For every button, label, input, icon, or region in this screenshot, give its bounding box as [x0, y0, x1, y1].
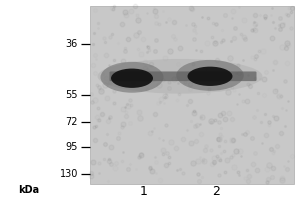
Text: 36: 36 — [66, 39, 78, 49]
Text: 55: 55 — [65, 90, 78, 100]
Text: 1: 1 — [140, 185, 148, 198]
Text: 95: 95 — [66, 142, 78, 152]
Ellipse shape — [188, 67, 232, 86]
Ellipse shape — [176, 60, 244, 91]
FancyBboxPatch shape — [110, 71, 256, 81]
Ellipse shape — [100, 62, 164, 93]
Bar — [90, 6, 294, 184]
Ellipse shape — [98, 59, 262, 94]
Text: 2: 2 — [212, 185, 220, 198]
Ellipse shape — [111, 69, 153, 88]
Text: kDa: kDa — [18, 185, 39, 195]
Text: 130: 130 — [60, 169, 78, 179]
Text: 72: 72 — [65, 117, 78, 127]
